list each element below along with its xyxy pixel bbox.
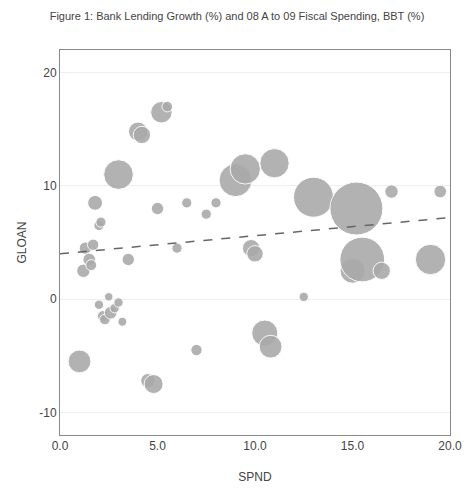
svg-text:SPND: SPND: [238, 470, 272, 484]
svg-text:0.0: 0.0: [52, 439, 69, 453]
svg-text:GLOAN: GLOAN: [15, 221, 29, 263]
svg-text:5.0: 5.0: [149, 439, 166, 453]
svg-text:Figure 1: Bank Lending Growth: Figure 1: Bank Lending Growth (%) and 08…: [50, 10, 425, 22]
svg-text:20.0: 20.0: [438, 439, 462, 453]
svg-text:15.0: 15.0: [341, 439, 365, 453]
svg-text:-10: -10: [39, 406, 57, 420]
svg-text:0: 0: [50, 292, 57, 306]
svg-text:10.0: 10.0: [243, 439, 267, 453]
svg-text:20: 20: [43, 66, 57, 80]
svg-text:10: 10: [43, 179, 57, 193]
